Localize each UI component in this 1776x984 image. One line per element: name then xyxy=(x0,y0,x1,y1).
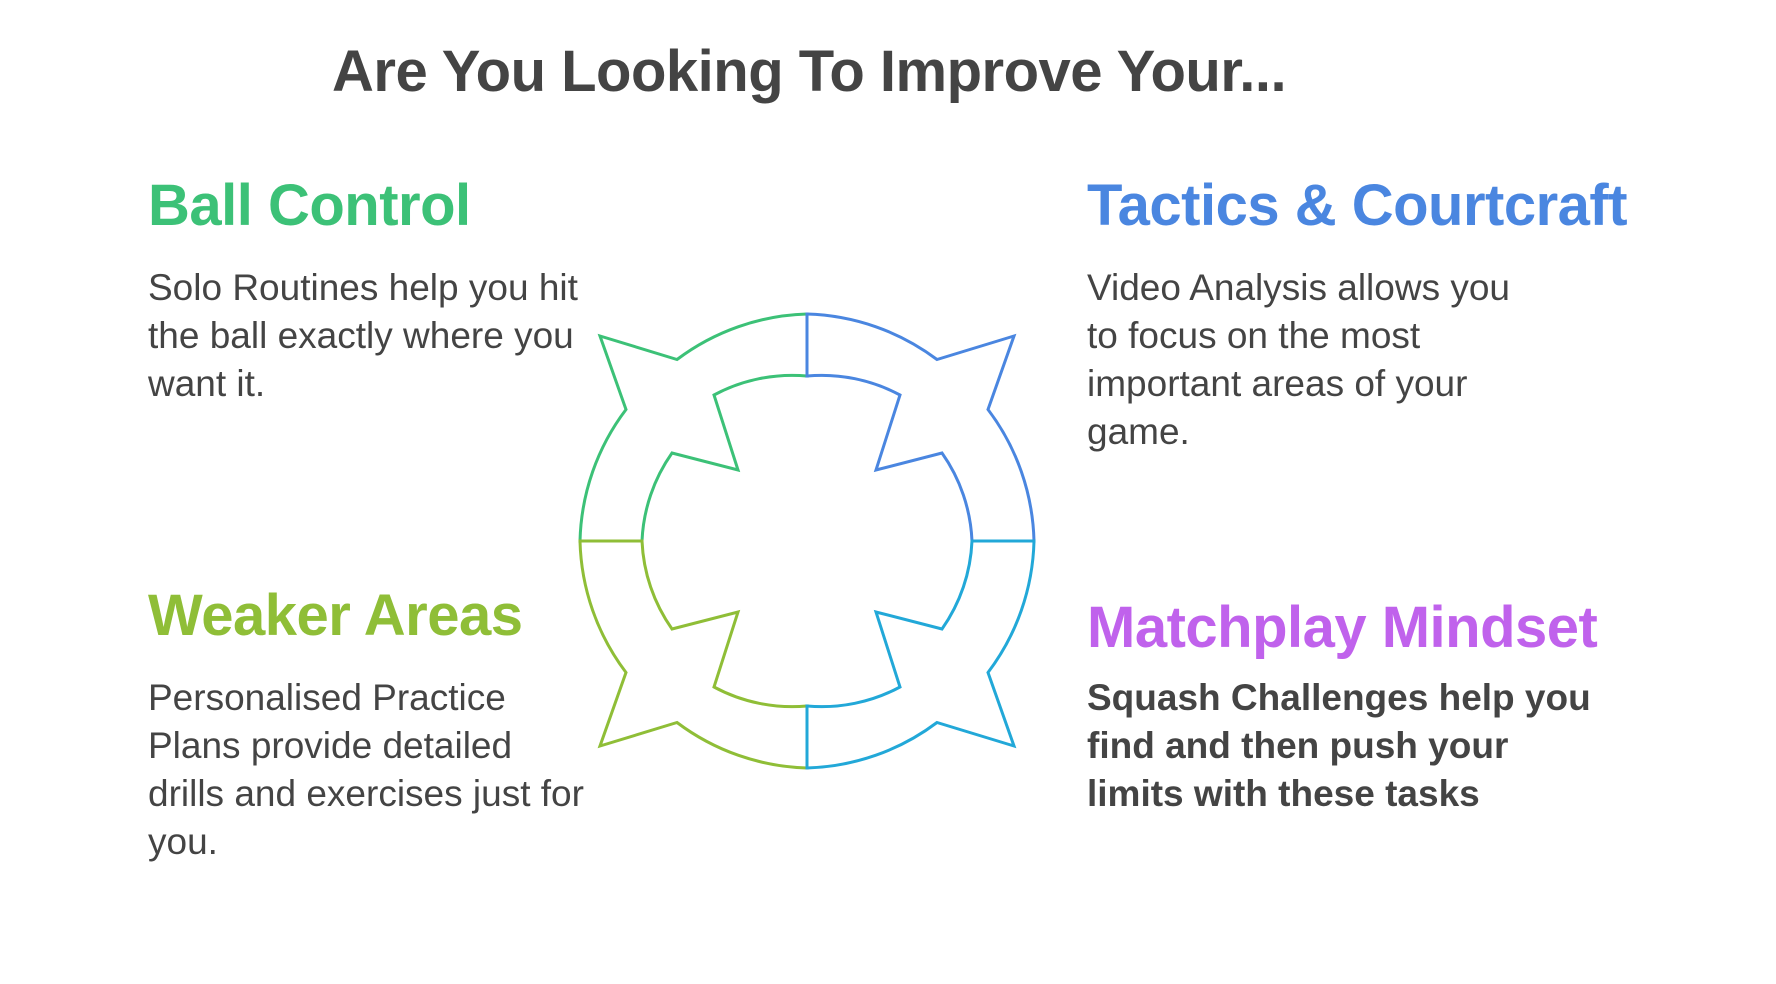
text-matchplay-mindset: Squash Challenges help you find and then… xyxy=(1087,677,1591,814)
ring-segment-weaker-areas xyxy=(578,539,809,770)
text-weaker-areas: Personalised Practice Plans provide deta… xyxy=(148,677,584,862)
text-ball-control: Solo Routines help you hit the ball exac… xyxy=(148,267,578,404)
ring-segment-tactics-courtcraft xyxy=(805,312,1036,543)
ring-segment-ball-control xyxy=(578,312,809,543)
ring-segment-matchplay-mindset xyxy=(805,539,1036,770)
diagram-title: Are You Looking To Improve Your... xyxy=(332,39,1287,104)
text-tactics-courtcraft: Video Analysis allows you to focus on th… xyxy=(1087,267,1511,452)
heading-weaker-areas: Weaker Areas xyxy=(148,583,523,648)
heading-ball-control: Ball Control xyxy=(148,173,471,238)
heading-matchplay-mindset: Matchplay Mindset xyxy=(1087,595,1598,660)
heading-tactics-courtcraft: Tactics & Courtcraft xyxy=(1087,173,1628,238)
